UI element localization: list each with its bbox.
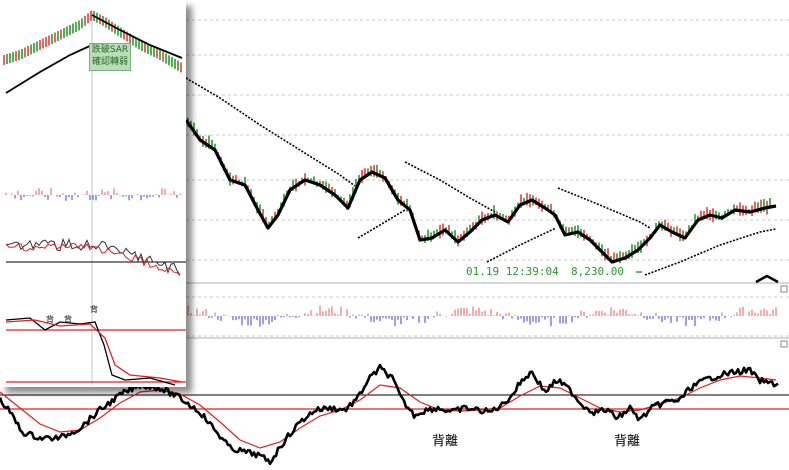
inset-line-a	[5, 237, 181, 276]
price-trend-line	[184, 119, 777, 264]
cursor-time-label: 01.19 12:39:04	[466, 265, 559, 278]
inset-panel: 跌破SAR 確認轉弱 背 背 背	[0, 0, 186, 387]
sar-annotation-box: 跌破SAR 確認轉弱	[89, 43, 131, 71]
sar-segment-1	[357, 209, 406, 239]
panel-marker-icon	[780, 285, 788, 293]
inset-chart	[3, 10, 186, 386]
sar-line-1: 跌破SAR	[91, 45, 129, 55]
inset-signal-line	[5, 319, 183, 383]
sar-line-2: 確認轉弱	[91, 57, 128, 67]
panel-marker-icon	[780, 340, 788, 348]
cursor-price-label: 8,230.00	[571, 265, 624, 278]
sar-segment-4	[557, 187, 651, 229]
sar-segment-0	[185, 77, 356, 187]
inset-mini-label-3: 背	[90, 305, 98, 314]
inset-line-b	[5, 242, 181, 276]
inset-rising-line	[5, 44, 93, 94]
inset-falling-line	[91, 14, 183, 59]
sar-segment-5	[644, 228, 777, 276]
inset-mini-label-1: 背	[46, 315, 54, 324]
osc-main-line	[0, 363, 779, 466]
inset-mini-label-2: 背	[64, 315, 72, 324]
sar-segment-3	[486, 227, 557, 263]
inset-osc-line	[5, 317, 176, 386]
chevron-icon	[755, 274, 779, 284]
divergence-label-2: 背離	[614, 434, 641, 449]
sar-segment-2	[404, 161, 496, 213]
divergence-label-1: 背離	[432, 434, 459, 449]
